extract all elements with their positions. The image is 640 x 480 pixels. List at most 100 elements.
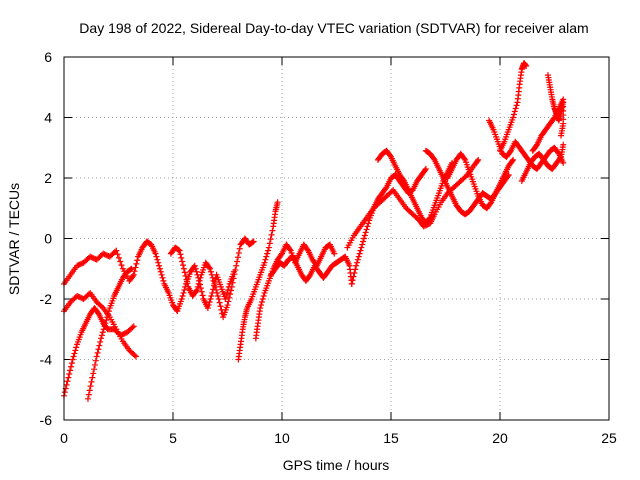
data-point xyxy=(510,156,517,163)
data-point xyxy=(504,173,511,180)
data-point xyxy=(179,258,186,265)
y-tick-label: 2 xyxy=(44,170,52,186)
data-point xyxy=(193,268,200,275)
data-point xyxy=(178,296,185,302)
y-tick-label: 0 xyxy=(44,231,52,247)
data-point xyxy=(197,285,204,292)
data-point xyxy=(217,303,224,310)
data-point xyxy=(87,253,94,260)
data-point xyxy=(382,185,389,192)
data-point xyxy=(208,292,215,299)
data-point xyxy=(249,239,256,246)
data-point xyxy=(550,115,557,122)
data-point xyxy=(92,256,99,263)
data-point xyxy=(560,159,567,166)
data-point xyxy=(91,366,98,373)
data-point xyxy=(121,330,128,337)
data-point xyxy=(130,271,137,278)
data-point xyxy=(236,245,243,252)
data-point xyxy=(513,102,520,109)
data-point xyxy=(105,311,112,318)
data-point xyxy=(103,317,110,324)
data-point xyxy=(115,254,122,261)
data-point xyxy=(160,277,167,284)
data-point xyxy=(224,302,231,309)
series-arc-10 xyxy=(348,165,429,287)
data-point xyxy=(159,274,166,281)
data-point xyxy=(134,257,141,264)
series-arc-6 xyxy=(167,235,257,321)
data-point xyxy=(207,268,214,275)
data-point xyxy=(235,250,242,257)
series-arc-9 xyxy=(268,253,355,287)
data-point xyxy=(223,292,230,299)
y-axis-label: SDTVAR / TECUs xyxy=(6,183,22,295)
x-tick-label: 10 xyxy=(274,430,290,446)
data-point xyxy=(356,250,363,257)
data-point xyxy=(183,276,190,283)
y-tick-label: -2 xyxy=(40,291,53,307)
data-point xyxy=(69,356,76,363)
data-point xyxy=(510,111,517,118)
series-arc-16 xyxy=(497,60,530,154)
series-arc-17 xyxy=(518,141,567,185)
data-point xyxy=(487,200,494,207)
data-point xyxy=(89,374,96,381)
data-point xyxy=(68,360,75,367)
data-point xyxy=(510,114,517,121)
data-point xyxy=(209,274,216,281)
data-point xyxy=(213,286,220,293)
data-point xyxy=(422,165,429,172)
data-point xyxy=(96,342,103,349)
data-point xyxy=(113,247,120,254)
data-point xyxy=(102,251,109,258)
data-point xyxy=(420,223,427,230)
data-point xyxy=(74,262,81,269)
data-point xyxy=(560,96,567,103)
data-point xyxy=(156,262,163,269)
series-arc-11 xyxy=(344,156,482,251)
data-point xyxy=(233,262,240,269)
data-point xyxy=(224,289,231,296)
data-point xyxy=(154,256,161,263)
data-point xyxy=(104,314,111,321)
y-tick-label: -6 xyxy=(40,412,53,428)
data-point xyxy=(179,292,186,299)
data-point xyxy=(250,238,257,245)
data-point xyxy=(214,292,221,299)
data-point xyxy=(130,323,137,330)
data-point xyxy=(193,286,200,293)
data-point xyxy=(128,265,135,272)
data-point xyxy=(131,352,138,359)
data-point xyxy=(86,387,93,394)
data-point xyxy=(156,265,163,272)
data-point xyxy=(184,280,191,287)
data-point xyxy=(268,231,275,238)
data-point xyxy=(225,298,232,305)
data-point xyxy=(227,291,234,298)
data-point xyxy=(101,251,108,258)
data-points xyxy=(61,60,567,402)
data-point xyxy=(63,381,70,388)
data-point xyxy=(230,275,237,282)
data-point xyxy=(351,269,358,276)
data-point xyxy=(114,251,121,258)
data-point xyxy=(354,256,361,263)
data-point xyxy=(181,269,188,276)
data-point xyxy=(75,293,82,300)
data-point xyxy=(352,266,359,273)
data-point xyxy=(355,253,362,260)
data-point xyxy=(127,266,134,273)
data-point xyxy=(507,148,514,155)
data-point xyxy=(350,273,357,280)
data-point xyxy=(259,296,266,302)
plot-frame xyxy=(63,56,610,421)
data-point xyxy=(278,251,285,258)
data-point xyxy=(99,329,106,336)
data-point xyxy=(74,292,81,299)
data-point xyxy=(204,305,211,312)
y-tick-label: 4 xyxy=(44,110,52,126)
data-point xyxy=(105,308,112,315)
data-point xyxy=(353,262,360,269)
data-point xyxy=(216,299,223,306)
